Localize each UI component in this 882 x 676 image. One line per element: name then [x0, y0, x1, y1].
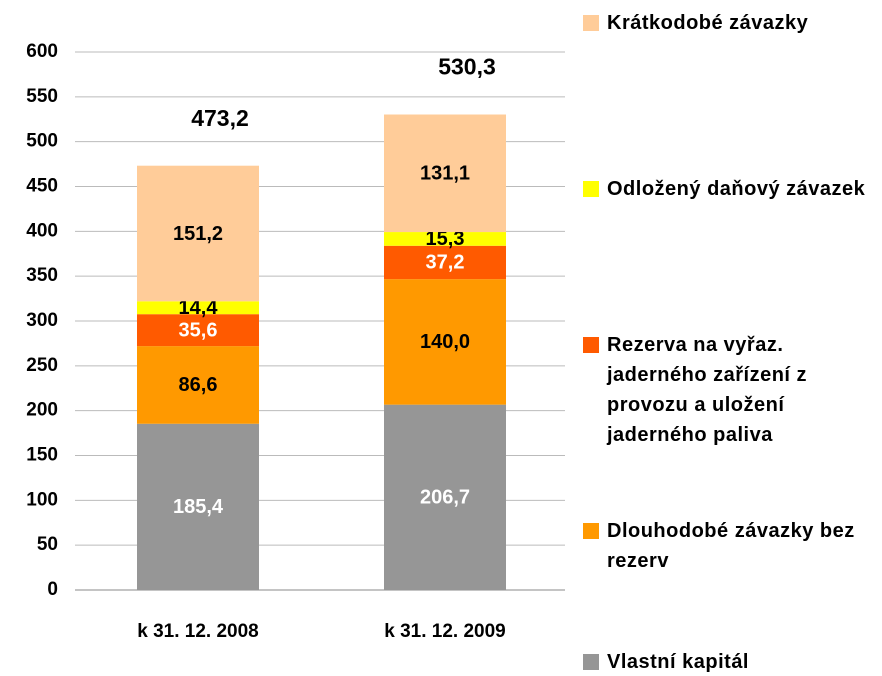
y-tick-label: 250: [26, 355, 58, 376]
bar-segment: [384, 245, 506, 280]
legend-label: Odložený daňový závazek: [607, 178, 866, 200]
bar-segment: [137, 301, 259, 315]
legend-item: Dlouhodobé závazky bez rezerv: [583, 516, 879, 576]
y-tick-label: 400: [26, 220, 58, 241]
data-label: 185,4: [173, 496, 224, 518]
bar-segment: [384, 279, 506, 405]
data-label: 151,2: [173, 223, 223, 245]
y-tick-label: 600: [26, 41, 58, 62]
y-tick-label: 200: [26, 400, 58, 421]
bar-segment: [384, 232, 506, 246]
legend-swatch: [583, 654, 599, 670]
y-tick-label: 350: [26, 265, 58, 286]
legend-label: Dlouhodobé závazky bez rezerv: [607, 520, 855, 572]
x-tick-label: k 31. 12. 2009: [384, 621, 506, 642]
x-tick-label: k 31. 12. 2008: [137, 621, 259, 642]
legend-item: Odložený daňový závazek: [583, 174, 879, 204]
legend-swatch: [583, 523, 599, 539]
legend-swatch: [583, 15, 599, 31]
y-tick-label: 450: [26, 176, 58, 197]
data-label: 86,6: [179, 374, 218, 396]
y-tick-label: 100: [26, 489, 58, 510]
legend-label: Krátkodobé závazky: [607, 12, 809, 34]
data-label: 37,2: [426, 252, 465, 274]
data-label: 131,1: [420, 163, 470, 185]
bar-segment: [137, 165, 259, 302]
y-tick-label: 500: [26, 131, 58, 152]
bar-segment: [137, 346, 259, 424]
legend-item: Krátkodobé závazky: [583, 8, 879, 38]
legend-item: Rezerva na vyřaz. jaderného zařízení z p…: [583, 330, 879, 450]
y-tick-label: 300: [26, 310, 58, 331]
y-tick-label: 150: [26, 445, 58, 466]
bar-segment: [384, 114, 506, 233]
bar-segment: [384, 404, 506, 590]
bar-segment: [137, 423, 259, 590]
data-label: 35,6: [179, 319, 218, 341]
legend-swatch: [583, 181, 599, 197]
bar-segment: [137, 314, 259, 347]
data-label: 15,3: [426, 228, 465, 250]
total-label: 473,2: [191, 105, 249, 131]
legend-item: Vlastní kapitál: [583, 647, 879, 676]
y-tick-label: 550: [26, 86, 58, 107]
data-label: 140,0: [420, 331, 470, 353]
y-tick-label: 50: [37, 534, 58, 555]
legend-label: Vlastní kapitál: [607, 651, 749, 673]
legend-label: Rezerva na vyřaz. jaderného zařízení z p…: [607, 334, 808, 446]
y-tick-label: 0: [47, 579, 58, 600]
total-label: 530,3: [438, 54, 496, 80]
data-label: 206,7: [420, 487, 470, 509]
legend-swatch: [583, 337, 599, 353]
data-label: 14,4: [179, 297, 219, 319]
